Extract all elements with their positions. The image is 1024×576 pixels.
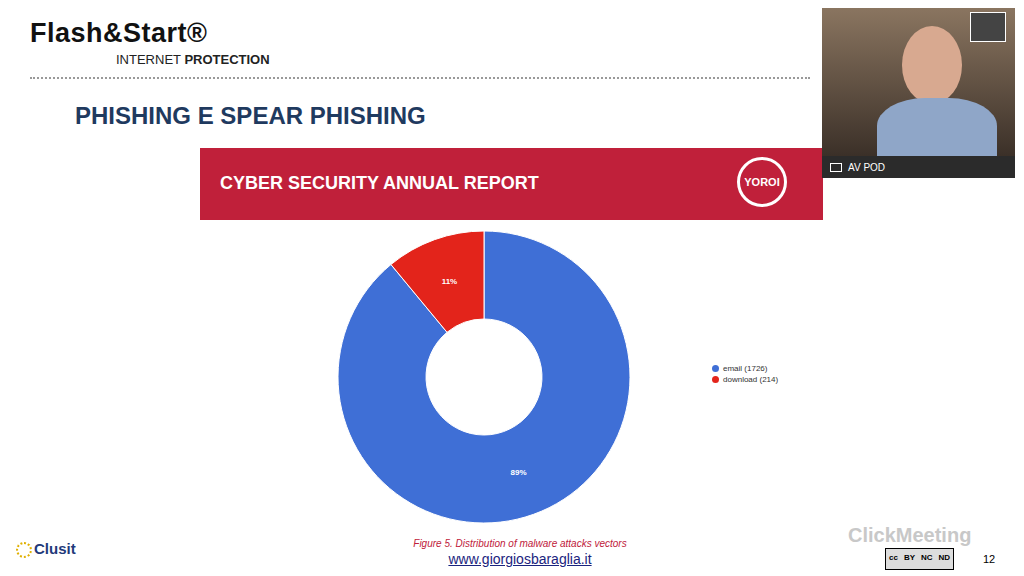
html-text:Figure 5. Distribution of malw: Figure 5. Distribution of malware attack… (413, 538, 627, 549)
html-text:ND: ND (938, 553, 951, 562)
svg-text:89%: 89% (511, 468, 527, 477)
html-text:YOROI: YOROI (744, 176, 780, 188)
html-text:CYBER SECURITY ANNUAL REPORT: CYBER SECURITY ANNUAL REPORT (220, 173, 539, 193)
html-text:12: 12 (983, 553, 996, 565)
html-text:ClickMeeting: ClickMeeting (848, 524, 972, 546)
html-text:download (214): download (214) (723, 375, 779, 384)
html-text:Clusit: Clusit (34, 540, 76, 557)
html-text:INTERNET PROTECTION: INTERNET PROTECTION (116, 52, 270, 67)
html-text:BY: BY (903, 553, 915, 562)
html-text:Flash&Start®: Flash&Start® (30, 18, 208, 48)
html-text:NC: NC (921, 553, 933, 562)
html-text:AV POD: AV POD (848, 161, 885, 173)
html-text:email (1726): email (1726) (723, 364, 768, 373)
html-text:cc: cc (889, 553, 898, 562)
html-text:www.giorgiosbaraglia.it: www.giorgiosbaraglia.it (448, 551, 592, 567)
html-text:PHISHING E SPEAR PHISHING: PHISHING E SPEAR PHISHING (75, 102, 426, 129)
svg-text:11%: 11% (442, 277, 458, 286)
